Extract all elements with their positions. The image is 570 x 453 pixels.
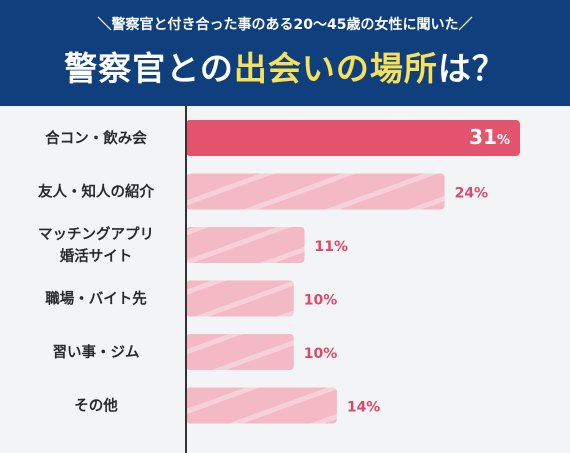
value-label-5: 14%	[347, 400, 381, 416]
category-label-4: 習い事・ジム	[53, 343, 140, 361]
page-title: 警察官との出会いの場所は？	[0, 42, 570, 90]
category-label-5: その他	[74, 397, 118, 415]
bar-stripes-4	[186, 334, 294, 370]
bar-0	[186, 120, 520, 156]
category-label-3: 職場・バイト先	[45, 290, 147, 308]
bar-stripes-1	[186, 173, 445, 210]
title-part-1: 警察官との	[64, 49, 234, 88]
value-label-4: 10%	[304, 346, 338, 362]
category-label-1: 友人・知人の紹介	[38, 183, 154, 201]
value-label-1: 24%	[455, 186, 489, 202]
category-label-2: マッチングアプリ婚活サイト	[38, 225, 154, 265]
value-label-2: 11%	[315, 239, 349, 255]
category-label-0: 合コン・飲み会	[44, 129, 147, 147]
value-labels-group: 31% 24% 11% 10% 10% 14%	[304, 125, 510, 416]
value-label-3: 10%	[304, 293, 338, 309]
category-labels-group: 合コン・飲み会友人・知人の紹介マッチングアプリ婚活サイト職場・バイト先習い事・ジ…	[38, 129, 154, 415]
survey-subtitle: ＼警察官と付き合った事のある20〜45歳の女性に聞いた／	[97, 17, 473, 33]
bar-stripes-5	[186, 387, 337, 424]
bar-stripes-3	[186, 280, 294, 317]
bars-group	[186, 120, 520, 424]
header-banner: ＼警察官と付き合った事のある20〜45歳の女性に聞いた／ 警察官との出会いの場所…	[0, 0, 570, 106]
value-label-0: 31%	[469, 125, 510, 149]
title-highlight: 出会いの場所	[233, 49, 438, 88]
title-part-2: は？	[437, 49, 506, 88]
bar-stripes-2	[186, 227, 305, 263]
